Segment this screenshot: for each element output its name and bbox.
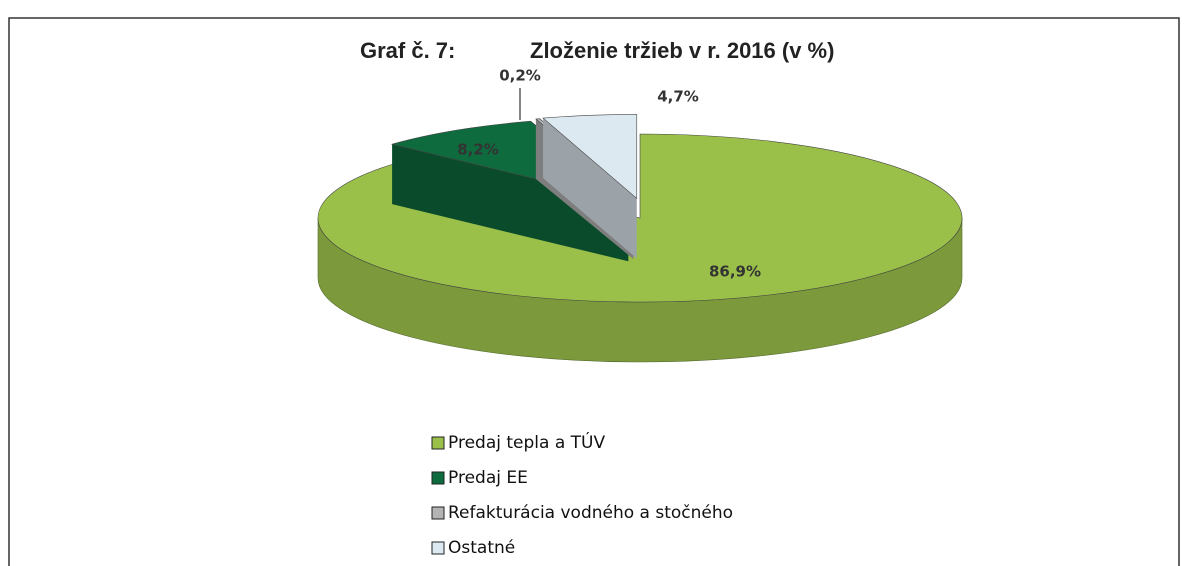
- frame: [8, 17, 1180, 566]
- legend-label: Predaj tepla a TÚV: [448, 431, 605, 453]
- slice: [542, 114, 638, 200]
- data-label: 4,7%: [657, 88, 699, 106]
- legend-swatch: [431, 506, 445, 520]
- legend-label: Predaj EE: [448, 468, 528, 488]
- data-label: 0,2%: [499, 67, 541, 85]
- slice-wall: [392, 144, 629, 262]
- legend-swatch: [431, 436, 445, 450]
- chart-label: Graf č. 7:: [360, 38, 455, 63]
- legend-label: Refakturácia vodného a stočného: [448, 503, 733, 523]
- chart-title: Zloženie tržieb v r. 2016 (v %): [530, 38, 834, 63]
- data-label: 8,2%: [457, 141, 499, 159]
- data-label: 86,9%: [709, 263, 761, 281]
- slice-wall: [543, 118, 637, 259]
- slice: [317, 133, 963, 303]
- legend-label: Ostatné: [448, 538, 515, 558]
- legend-swatch: [431, 541, 445, 555]
- legend-swatch: [431, 471, 445, 485]
